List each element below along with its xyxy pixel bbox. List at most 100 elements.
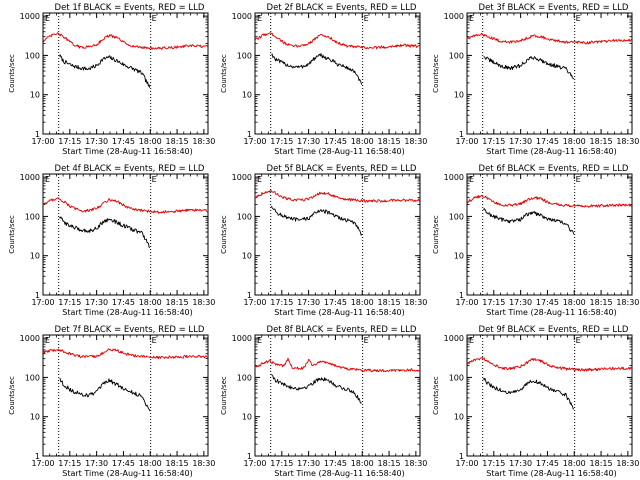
e-marker-left: E — [257, 336, 262, 345]
series-events — [483, 208, 575, 235]
e-marker-right: E — [364, 336, 369, 345]
x-axis-label: Start Time (28-Aug-11 16:58:40) — [486, 308, 617, 317]
y-tick-label: 1 — [247, 452, 252, 461]
y-tick-label: 10 — [242, 252, 252, 261]
e-marker-left: E — [469, 336, 474, 345]
panel-det-1: Det 1f BLACK = Events, RED = LLD 1 10 100 10… — [8, 3, 215, 156]
x-tick-label: 18:15 — [378, 459, 401, 468]
y-tick-label: 1000 — [444, 334, 464, 343]
x-tick-label: 17:00 — [31, 298, 54, 307]
x-tick-label: 17:15 — [482, 137, 505, 146]
e-marker-right: E — [152, 14, 157, 23]
y-tick-label: 100 — [449, 373, 464, 382]
x-tick-label: 18:15 — [166, 459, 189, 468]
panel-title: Det 9f BLACK = Events, RED = LLD — [479, 325, 629, 335]
x-axis-label: Start Time (28-Aug-11 16:58:40) — [62, 469, 193, 478]
y-tick-label: 1 — [35, 452, 40, 461]
x-tick-label: 18:15 — [378, 298, 401, 307]
y-axis-label: Counts/sec — [8, 54, 16, 93]
x-tick-label: 18:00 — [563, 459, 586, 468]
x-tick-label: 17:00 — [455, 298, 478, 307]
series-lld — [466, 194, 633, 208]
series-events — [271, 205, 363, 236]
y-tick-label: 10 — [454, 252, 464, 261]
y-tick-label: 1000 — [444, 173, 464, 182]
y-axis-label: Counts/sec — [432, 215, 440, 254]
x-tick-label: 17:30 — [297, 459, 320, 468]
plot-frame — [42, 334, 209, 457]
y-tick-label: 100 — [25, 373, 40, 382]
series-lld — [466, 356, 633, 372]
series-events — [483, 55, 575, 80]
panel-title: Det 2f BLACK = Events, RED = LLD — [267, 3, 417, 13]
x-tick-label: 18:15 — [378, 137, 401, 146]
x-tick-label: 18:15 — [166, 298, 189, 307]
x-tick-label: 17:15 — [270, 137, 293, 146]
y-tick-label: 10 — [454, 413, 464, 422]
e-marker-right: E — [576, 14, 581, 23]
x-tick-label: 17:30 — [85, 137, 108, 146]
x-axis-label: Start Time (28-Aug-11 16:58:40) — [274, 308, 405, 317]
series-lld — [254, 189, 421, 203]
series-lld — [42, 32, 209, 50]
y-tick-label: 100 — [449, 212, 464, 221]
panel-title: Det 3f BLACK = Events, RED = LLD — [479, 3, 629, 13]
x-tick-label: 17:15 — [482, 298, 505, 307]
x-tick-label: 17:00 — [243, 459, 266, 468]
x-tick-label: 17:30 — [297, 137, 320, 146]
panel-det-9: Det 9f BLACK = Events, RED = LLD 1 10 100 10… — [432, 325, 639, 478]
y-tick-label: 1000 — [20, 173, 40, 182]
series-events — [59, 54, 151, 88]
e-marker-right: E — [364, 175, 369, 184]
y-tick-label: 1 — [459, 452, 464, 461]
y-tick-label: 1000 — [444, 12, 464, 21]
x-tick-label: 17:45 — [112, 298, 135, 307]
y-tick-label: 1000 — [232, 12, 252, 21]
plot-frame — [42, 12, 209, 135]
x-tick-label: 18:30 — [404, 137, 427, 146]
x-tick-label: 18:15 — [590, 137, 613, 146]
x-tick-label: 18:00 — [563, 137, 586, 146]
e-marker-right: E — [152, 175, 157, 184]
x-axis-label: Start Time (28-Aug-11 16:58:40) — [274, 469, 405, 478]
e-marker-left: E — [257, 175, 262, 184]
x-axis-label: Start Time (28-Aug-11 16:58:40) — [486, 469, 617, 478]
series-events — [271, 53, 363, 85]
x-tick-label: 18:00 — [139, 137, 162, 146]
plot-frame — [466, 12, 633, 135]
x-tick-label: 17:30 — [85, 298, 108, 307]
panel-det-4: Det 4f BLACK = Events, RED = LLD 1 10 100 10… — [8, 164, 215, 317]
x-tick-label: 17:15 — [58, 459, 81, 468]
y-tick-label: 10 — [30, 91, 40, 100]
panel-title: Det 4f BLACK = Events, RED = LLD — [55, 164, 205, 174]
x-tick-label: 18:30 — [616, 137, 639, 146]
e-marker-left: E — [45, 175, 50, 184]
x-axis-label: Start Time (28-Aug-11 16:58:40) — [62, 308, 193, 317]
y-tick-label: 1 — [459, 291, 464, 300]
y-axis-label: Counts/sec — [8, 376, 16, 415]
y-tick-label: 1000 — [20, 334, 40, 343]
x-tick-label: 17:45 — [324, 137, 347, 146]
x-tick-label: 18:30 — [616, 298, 639, 307]
panel-det-7: Det 7f BLACK = Events, RED = LLD 1 10 100 10… — [8, 325, 215, 478]
plot-frame — [466, 173, 633, 296]
x-tick-label: 17:00 — [455, 459, 478, 468]
x-tick-label: 17:00 — [455, 137, 478, 146]
panel-det-8: Det 8f BLACK = Events, RED = LLD 1 10 100 10… — [220, 325, 427, 478]
e-marker-right: E — [152, 336, 157, 345]
y-axis-label: Counts/sec — [432, 54, 440, 93]
y-tick-label: 1 — [247, 291, 252, 300]
plot-frame — [466, 334, 633, 457]
y-tick-label: 10 — [30, 252, 40, 261]
x-tick-label: 18:30 — [404, 459, 427, 468]
series-lld — [254, 357, 421, 373]
panel-title: Det 7f BLACK = Events, RED = LLD — [55, 325, 205, 335]
y-tick-label: 100 — [25, 51, 40, 60]
x-tick-label: 18:30 — [404, 298, 427, 307]
e-marker-right: E — [576, 175, 581, 184]
x-tick-label: 18:30 — [192, 459, 215, 468]
series-lld — [42, 197, 209, 214]
e-marker-right: E — [364, 14, 369, 23]
y-tick-label: 1000 — [232, 334, 252, 343]
